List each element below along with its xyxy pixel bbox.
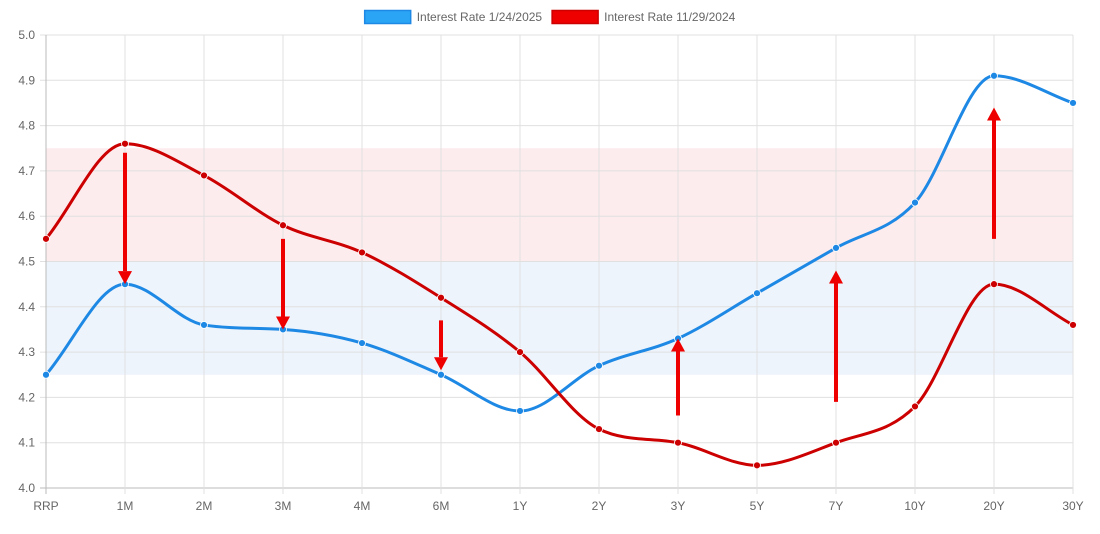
x-tick-label: 20Y: [983, 499, 1004, 513]
data-point: [279, 221, 287, 230]
arrow-head: [118, 271, 132, 285]
y-tick-label: 4.7: [18, 164, 35, 178]
y-tick-label: 5.0: [18, 28, 35, 42]
data-point: [200, 171, 208, 180]
x-tick-label: 10Y: [904, 499, 925, 513]
y-tick-label: 4.1: [18, 436, 35, 450]
arrow-head: [671, 338, 685, 352]
y-tick-label: 4.4: [18, 300, 35, 314]
x-tick-label: 30Y: [1062, 499, 1083, 513]
band-layer: [46, 148, 1073, 375]
data-point: [990, 71, 998, 80]
legend-swatch: [551, 9, 599, 25]
x-tick-label: 6M: [433, 499, 450, 513]
x-tick-label: 2Y: [592, 499, 607, 513]
data-point: [437, 370, 445, 379]
y-tick-label: 4.8: [18, 119, 35, 133]
x-tick-label: RRP: [33, 499, 58, 513]
change-arrow: [829, 270, 843, 402]
data-point: [595, 425, 603, 434]
legend-label: Interest Rate 11/29/2024: [604, 10, 736, 24]
arrow-head: [276, 316, 290, 330]
data-point: [753, 289, 761, 298]
grid-layer: [40, 34, 1074, 494]
data-point: [42, 370, 50, 379]
change-arrow: [118, 152, 132, 285]
axis-layer: 4.0 4.1 4.2 4.3 4.4 4.5 4.6 4.7 4.8 4.9 5.0 RRP 1M 2M…: [18, 28, 1083, 513]
x-tick-label: 5Y: [750, 499, 765, 513]
change-arrow: [987, 107, 1001, 239]
highlight-band-1: [46, 261, 1073, 375]
arrow-head: [434, 357, 448, 371]
legend-item-1[interactable]: Interest Rate 11/29/2024: [551, 9, 736, 25]
data-point: [516, 348, 524, 357]
data-point: [516, 407, 524, 415]
arrow-head: [829, 270, 843, 284]
x-tick-label: 1M: [117, 499, 134, 513]
y-tick-label: 4.3: [18, 345, 35, 359]
y-tick-label: 4.6: [18, 209, 35, 223]
data-point: [674, 438, 682, 447]
data-point: [42, 234, 50, 243]
data-point: [358, 248, 366, 257]
data-point: [1069, 99, 1077, 107]
change-arrow: [671, 338, 685, 416]
change-arrow: [434, 320, 448, 371]
data-point: [1069, 321, 1077, 329]
y-tick-label: 4.5: [18, 255, 35, 269]
change-arrow: [276, 238, 290, 330]
legend-label: Interest Rate 1/24/2025: [417, 10, 543, 24]
x-tick-label: 7Y: [829, 499, 844, 513]
legend-item-0[interactable]: Interest Rate 1/24/2025: [363, 9, 543, 25]
arrow-layer: [118, 107, 1001, 416]
x-tick-label: 4M: [354, 499, 371, 513]
data-point: [121, 139, 129, 148]
data-point: [358, 339, 366, 347]
y-tick-label: 4.9: [18, 73, 35, 87]
data-point: [437, 293, 445, 302]
arrow-head: [987, 107, 1001, 121]
legend[interactable]: Interest Rate 1/24/2025 Interest Rate 11/…: [363, 9, 736, 25]
data-point: [595, 361, 603, 370]
data-point: [753, 461, 761, 470]
x-tick-label: 3M: [275, 499, 292, 513]
highlight-band-0: [46, 148, 1073, 262]
data-point: [911, 198, 919, 207]
x-tick-label: 2M: [196, 499, 213, 513]
y-tick-label: 4.2: [18, 390, 35, 404]
y-tick-label: 4.0: [18, 481, 35, 495]
data-point: [911, 402, 919, 411]
series-layer: [42, 71, 1077, 470]
x-tick-label: 3Y: [671, 499, 686, 513]
data-point: [832, 438, 840, 447]
data-point: [832, 244, 840, 252]
x-tick-label: 1Y: [513, 499, 528, 513]
legend-swatch: [363, 9, 412, 25]
data-point: [990, 280, 998, 289]
data-point: [200, 321, 208, 329]
